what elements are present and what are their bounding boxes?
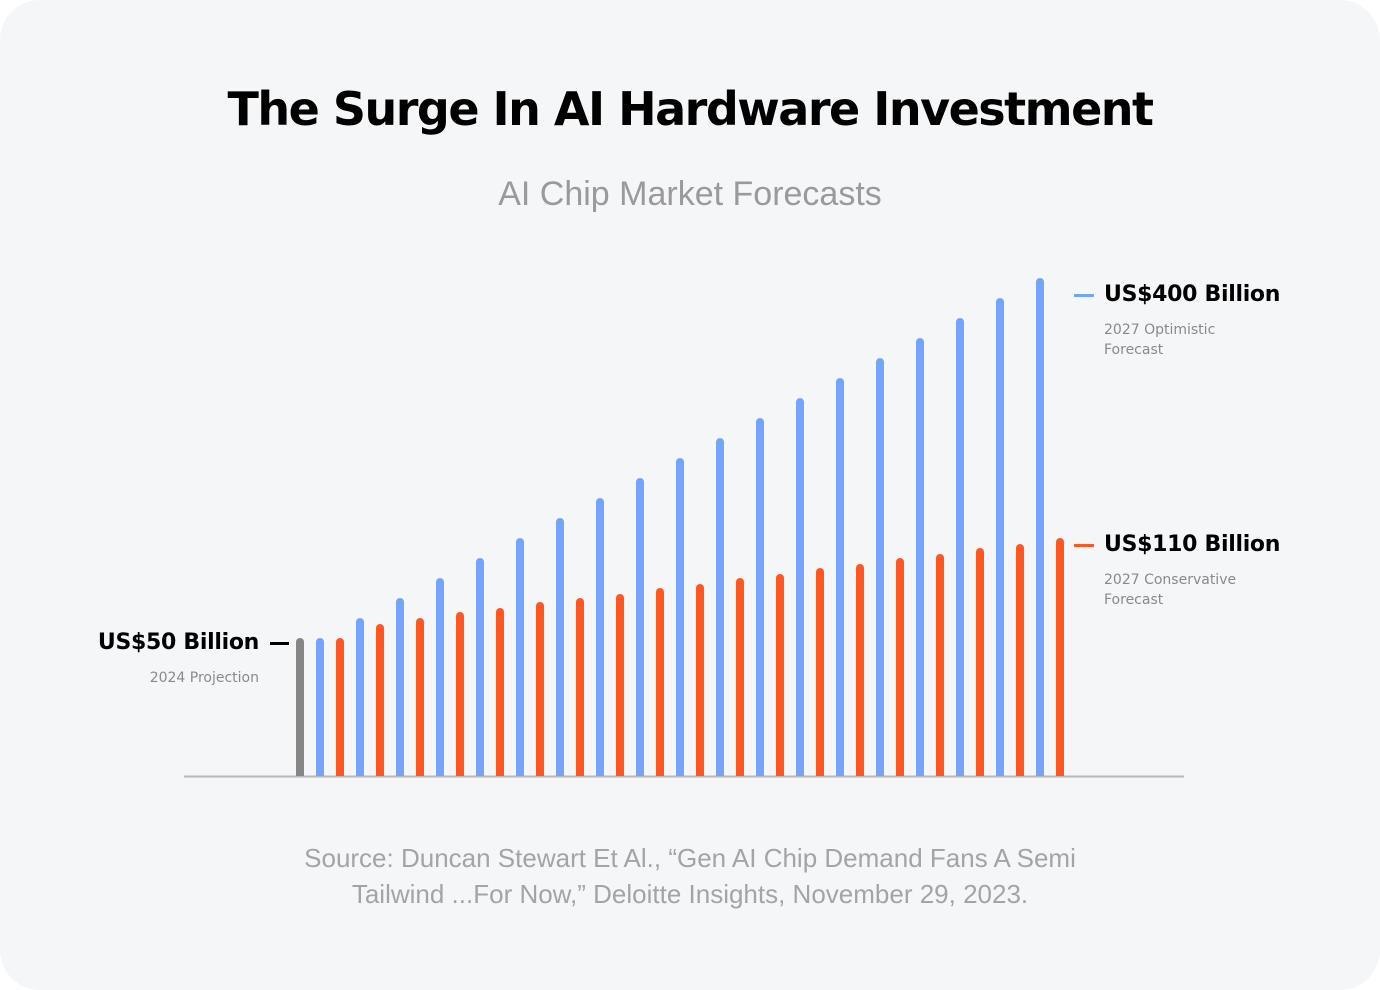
- source-line-1: Source: Duncan Stewart Et Al., “Gen AI C…: [304, 843, 1076, 873]
- conservative-value-label: US$110 Billion: [1104, 532, 1281, 557]
- optimistic-value-label: US$400 Billion: [1104, 282, 1281, 307]
- optimistic-caption-line2: Forecast: [1104, 342, 1164, 358]
- bar-conservative: [856, 564, 864, 776]
- bar-optimistic: [756, 417, 764, 776]
- bar-conservative: [936, 554, 944, 776]
- bar-conservative: [576, 598, 584, 776]
- bar-optimistic: [636, 477, 644, 776]
- conservative-caption: 2027 Conservative Forecast: [1104, 570, 1236, 610]
- bars-group: [296, 278, 1064, 776]
- bar-conservative: [736, 578, 744, 776]
- bar-optimistic: [476, 557, 484, 776]
- optimistic-label-dash: [1074, 294, 1094, 297]
- optimistic-caption: 2027 Optimistic Forecast: [1104, 320, 1215, 360]
- chart-title: The Surge In AI Hardware Investment: [227, 82, 1154, 136]
- bar-conservative: [816, 568, 824, 776]
- conservative-caption-line1: 2027 Conservative: [1104, 572, 1237, 588]
- bar-optimistic: [996, 297, 1004, 776]
- start-value-label: US$50 Billion: [97, 630, 259, 655]
- bar-optimistic: [556, 517, 564, 776]
- bar-conservative: [456, 612, 464, 776]
- bar-conservative: [896, 558, 904, 776]
- bar-optimistic: [1036, 278, 1044, 776]
- bar-optimistic: [796, 398, 804, 776]
- start-caption: 2024 Projection: [149, 670, 259, 686]
- bar-conservative: [776, 574, 784, 776]
- bar-conservative: [416, 618, 424, 776]
- optimistic-caption-line1: 2027 Optimistic: [1104, 322, 1216, 338]
- bar-optimistic: [956, 318, 964, 776]
- chart-subtitle: AI Chip Market Forecasts: [498, 175, 882, 213]
- bar-conservative: [536, 602, 544, 776]
- start-label-dash: [270, 642, 289, 645]
- bar-optimistic: [436, 578, 444, 776]
- bar-optimistic: [876, 358, 884, 776]
- bar-conservative: [336, 638, 344, 776]
- conservative-label-dash: [1074, 544, 1094, 547]
- bar-optimistic: [916, 337, 924, 776]
- bar-conservative: [1056, 538, 1064, 776]
- bar-conservative: [656, 588, 664, 776]
- bar-conservative: [496, 608, 504, 776]
- bar-conservative: [616, 594, 624, 776]
- bar-optimistic: [396, 597, 404, 776]
- source-line-2: Tailwind ...For Now,” Deloitte Insights,…: [351, 879, 1029, 909]
- bar-optimistic: [716, 438, 724, 776]
- bar-optimistic: [836, 377, 844, 776]
- bar-optimistic: [316, 638, 324, 776]
- bar-optimistic: [596, 498, 604, 776]
- bar-conservative: [376, 624, 384, 776]
- conservative-caption-line2: Forecast: [1104, 592, 1164, 608]
- bar-conservative: [976, 548, 984, 776]
- source-citation: Source: Duncan Stewart Et Al., “Gen AI C…: [0, 840, 1380, 912]
- bar-start-2024: [296, 638, 304, 776]
- bar-optimistic: [356, 618, 364, 776]
- bar-conservative: [1016, 544, 1024, 776]
- bar-optimistic: [676, 458, 684, 776]
- bar-conservative: [696, 584, 704, 776]
- bar-optimistic: [516, 538, 524, 776]
